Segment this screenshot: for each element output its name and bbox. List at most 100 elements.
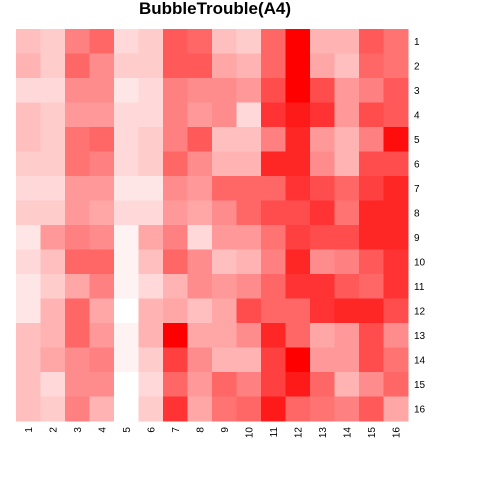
heatmap-cell-r14-c2 <box>40 347 66 373</box>
heatmap-cell-r2-c11 <box>261 53 286 79</box>
heatmap-cell-r10-c4 <box>89 249 115 275</box>
heatmap-cell-r2-c6 <box>138 53 164 79</box>
row-label: 3 <box>414 86 420 97</box>
heatmap-cell-r5-c11 <box>261 127 286 152</box>
column-label: 12 <box>293 427 304 439</box>
heatmap-cell-r5-c13 <box>310 127 335 152</box>
heatmap-cell-r14-c11 <box>261 347 286 373</box>
heatmap-cell-r10-c13 <box>310 249 335 275</box>
heatmap-cell-r16-c3 <box>65 396 90 422</box>
heatmap-cell-r15-c12 <box>285 372 311 397</box>
heatmap-cell-r2-c10 <box>236 53 262 79</box>
heatmap-cell-r9-c2 <box>40 225 66 250</box>
heatmap-cell-r7-c14 <box>334 176 360 201</box>
heatmap-cell-r13-c13 <box>310 323 335 348</box>
heatmap-cell-r2-c14 <box>334 53 360 79</box>
heatmap-cell-r1-c1 <box>16 29 41 54</box>
heatmap-cell-r4-c2 <box>40 102 66 128</box>
heatmap-cell-r4-c16 <box>383 102 409 128</box>
heatmap-cell-r9-c8 <box>187 225 213 250</box>
heatmap-cell-r12-c2 <box>40 298 66 324</box>
heatmap-cell-r16-c6 <box>138 396 164 422</box>
heatmap-cell-r3-c11 <box>261 78 286 103</box>
heatmap-cell-r7-c10 <box>236 176 262 201</box>
heatmap-cell-r5-c15 <box>359 127 384 152</box>
heatmap-cell-r12-c16 <box>383 298 409 324</box>
heatmap-cell-r1-c14 <box>334 29 360 54</box>
heatmap-cell-r12-c12 <box>285 298 311 324</box>
heatmap-cell-r11-c5 <box>114 274 139 299</box>
heatmap-cell-r6-c7 <box>163 151 188 177</box>
heatmap-cell-r10-c9 <box>212 249 237 275</box>
heatmap-cell-r14-c13 <box>310 347 335 373</box>
heatmap-cell-r14-c15 <box>359 347 384 373</box>
heatmap-cell-r1-c8 <box>187 29 213 54</box>
heatmap-cell-r15-c2 <box>40 372 66 397</box>
heatmap-cell-r9-c11 <box>261 225 286 250</box>
heatmap-cell-r15-c11 <box>261 372 286 397</box>
heatmap-cell-r12-c13 <box>310 298 335 324</box>
heatmap-cell-r5-c12 <box>285 127 311 152</box>
heatmap-cell-r9-c1 <box>16 225 41 250</box>
heatmap-cell-r15-c4 <box>89 372 115 397</box>
heatmap-cell-r10-c14 <box>334 249 360 275</box>
heatmap-cell-r13-c16 <box>383 323 409 348</box>
heatmap-cell-r3-c1 <box>16 78 41 103</box>
column-label: 7 <box>171 427 182 433</box>
heatmap-cell-r12-c14 <box>334 298 360 324</box>
heatmap-cell-r1-c4 <box>89 29 115 54</box>
heatmap-cell-r1-c5 <box>114 29 139 54</box>
heatmap-cell-r11-c9 <box>212 274 237 299</box>
heatmap-cell-r13-c3 <box>65 323 90 348</box>
heatmap-cell-r8-c4 <box>89 200 115 226</box>
heatmap-cell-r7-c13 <box>310 176 335 201</box>
heatmap-cell-r14-c14 <box>334 347 360 373</box>
heatmap-cell-r8-c8 <box>187 200 213 226</box>
heatmap-cell-r3-c15 <box>359 78 384 103</box>
heatmap-cell-r16-c8 <box>187 396 213 422</box>
heatmap-cell-r7-c9 <box>212 176 237 201</box>
heatmap-cell-r9-c13 <box>310 225 335 250</box>
heatmap-cell-r9-c14 <box>334 225 360 250</box>
heatmap-cell-r13-c12 <box>285 323 311 348</box>
row-label: 6 <box>414 159 420 170</box>
heatmap-cell-r1-c16 <box>383 29 409 54</box>
heatmap-cell-r2-c5 <box>114 53 139 79</box>
heatmap-cell-r9-c5 <box>114 225 139 250</box>
heatmap-cell-r6-c10 <box>236 151 262 177</box>
heatmap-cell-r2-c15 <box>359 53 384 79</box>
heatmap-cell-r10-c2 <box>40 249 66 275</box>
heatmap-cell-r15-c5 <box>114 372 139 397</box>
heatmap-cell-r16-c2 <box>40 396 66 422</box>
heatmap-cell-r4-c3 <box>65 102 90 128</box>
heatmap-cell-r13-c1 <box>16 323 41 348</box>
heatmap-cell-r3-c8 <box>187 78 213 103</box>
heatmap-cell-r11-c13 <box>310 274 335 299</box>
heatmap-cell-r4-c13 <box>310 102 335 128</box>
heatmap-cell-r9-c15 <box>359 225 384 250</box>
heatmap-cell-r16-c12 <box>285 396 311 422</box>
heatmap-cell-r6-c1 <box>16 151 41 177</box>
heatmap-cell-r10-c10 <box>236 249 262 275</box>
heatmap-cell-r11-c2 <box>40 274 66 299</box>
heatmap-cell-r16-c16 <box>383 396 409 422</box>
heatmap-cell-r6-c5 <box>114 151 139 177</box>
row-label: 15 <box>414 380 426 391</box>
heatmap-cell-r11-c8 <box>187 274 213 299</box>
heatmap-cell-r12-c5 <box>114 298 139 324</box>
column-label: 10 <box>244 427 255 439</box>
heatmap-cell-r8-c12 <box>285 200 311 226</box>
heatmap-cell-r7-c1 <box>16 176 41 201</box>
heatmap-cell-r15-c1 <box>16 372 41 397</box>
heatmap-cell-r8-c13 <box>310 200 335 226</box>
heatmap-cell-r14-c16 <box>383 347 409 373</box>
heatmap-cell-r5-c4 <box>89 127 115 152</box>
heatmap-cell-r14-c8 <box>187 347 213 373</box>
column-label: 16 <box>391 427 402 439</box>
heatmap-cell-r11-c12 <box>285 274 311 299</box>
heatmap-cell-r16-c4 <box>89 396 115 422</box>
heatmap-cell-r10-c6 <box>138 249 164 275</box>
heatmap-cell-r2-c7 <box>163 53 188 79</box>
column-label: 9 <box>220 427 231 433</box>
